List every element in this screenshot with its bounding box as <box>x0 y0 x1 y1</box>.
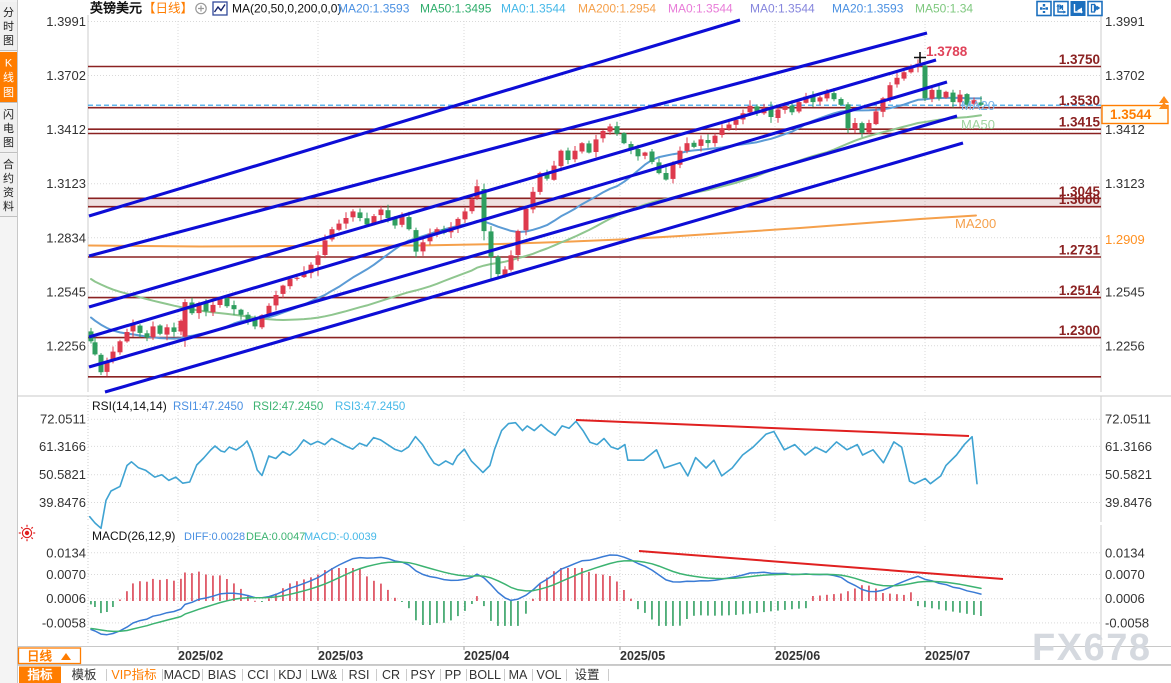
svg-text:1.3788: 1.3788 <box>926 44 968 59</box>
svg-text:MACD(26,12,9): MACD(26,12,9) <box>92 529 175 543</box>
svg-text:DIFF:0.0028: DIFF:0.0028 <box>184 531 245 543</box>
svg-text:MA50:1.34: MA50:1.34 <box>915 2 973 16</box>
svg-text:1.3415: 1.3415 <box>1059 115 1101 130</box>
svg-text:MA200:1.2954: MA200:1.2954 <box>578 2 656 16</box>
svg-text:闪: 闪 <box>3 107 14 121</box>
svg-text:1.3045: 1.3045 <box>1059 184 1101 199</box>
svg-text:【日线】: 【日线】 <box>143 2 193 16</box>
svg-text:分: 分 <box>3 6 14 19</box>
svg-text:MA50: MA50 <box>961 117 995 132</box>
svg-text:0.0006: 0.0006 <box>1105 591 1145 606</box>
svg-text:1.3750: 1.3750 <box>1059 52 1100 67</box>
svg-text:RSI3:47.2450: RSI3:47.2450 <box>335 401 405 413</box>
svg-text:约: 约 <box>3 172 14 185</box>
svg-text:RSI(14,14,14): RSI(14,14,14) <box>92 399 167 413</box>
svg-text:2025/06: 2025/06 <box>775 649 820 663</box>
svg-text:MACD: MACD <box>164 668 201 682</box>
svg-text:1.2834: 1.2834 <box>46 230 86 245</box>
svg-text:BIAS: BIAS <box>208 668 237 682</box>
svg-text:CCI: CCI <box>247 668 269 682</box>
svg-text:1.2909: 1.2909 <box>1105 232 1145 247</box>
svg-text:0.0134: 0.0134 <box>46 545 86 560</box>
svg-text:50.5821: 50.5821 <box>39 467 86 482</box>
svg-text:1.2545: 1.2545 <box>46 284 86 299</box>
svg-text:MA0:1.3544: MA0:1.3544 <box>668 2 733 16</box>
svg-text:2025/03: 2025/03 <box>318 649 363 663</box>
svg-text:电: 电 <box>3 122 14 135</box>
svg-text:MA50:1.3495: MA50:1.3495 <box>420 2 492 16</box>
svg-text:1.3991: 1.3991 <box>46 14 86 29</box>
svg-text:50.5821: 50.5821 <box>1105 467 1152 482</box>
svg-text:2025/02: 2025/02 <box>178 649 223 663</box>
svg-text:-0.0058: -0.0058 <box>42 615 86 630</box>
svg-text:1.3991: 1.3991 <box>1105 14 1145 29</box>
svg-text:料: 料 <box>3 199 14 213</box>
svg-text:图: 图 <box>3 136 14 149</box>
svg-text:1.2256: 1.2256 <box>1105 338 1145 353</box>
svg-text:61.3166: 61.3166 <box>39 439 86 454</box>
svg-text:MA20:1.3593: MA20:1.3593 <box>832 2 904 16</box>
svg-text:0.0006: 0.0006 <box>46 591 86 606</box>
svg-text:图: 图 <box>3 86 14 99</box>
svg-text:RSI: RSI <box>349 668 370 682</box>
svg-text:MA200: MA200 <box>955 216 996 231</box>
svg-text:1.2514: 1.2514 <box>1059 283 1101 298</box>
svg-text:0.0070: 0.0070 <box>1105 567 1145 582</box>
svg-text:时: 时 <box>3 20 14 33</box>
svg-text:KDJ: KDJ <box>278 668 302 682</box>
svg-text:1.3123: 1.3123 <box>46 176 86 191</box>
svg-text:0.0134: 0.0134 <box>1105 545 1145 560</box>
svg-text:1.2545: 1.2545 <box>1105 284 1145 299</box>
svg-text:英镑美元: 英镑美元 <box>89 1 142 16</box>
svg-text:1.2256: 1.2256 <box>46 338 86 353</box>
svg-text:1.3702: 1.3702 <box>1105 68 1145 83</box>
svg-text:VIP指标: VIP指标 <box>111 667 156 682</box>
svg-text:DEA:0.0047: DEA:0.0047 <box>246 531 305 543</box>
svg-text:FX678: FX678 <box>1032 627 1151 669</box>
svg-text:39.8476: 39.8476 <box>1105 495 1152 510</box>
svg-text:资: 资 <box>3 186 14 199</box>
svg-text:K: K <box>5 57 13 69</box>
svg-text:RSI2:47.2450: RSI2:47.2450 <box>253 401 323 413</box>
svg-text:72.0511: 72.0511 <box>40 412 86 427</box>
svg-text:RSI1:47.2450: RSI1:47.2450 <box>173 401 243 413</box>
svg-text:MA20:1.3593: MA20:1.3593 <box>338 2 410 16</box>
svg-text:合: 合 <box>3 157 14 171</box>
svg-text:PSY: PSY <box>410 668 436 682</box>
svg-text:PP: PP <box>445 668 462 682</box>
svg-text:2025/07: 2025/07 <box>925 649 970 663</box>
svg-text:设置: 设置 <box>574 667 599 682</box>
svg-text:1.3412: 1.3412 <box>1105 122 1145 137</box>
svg-text:MA(20,50,0,200,0,0): MA(20,50,0,200,0,0) <box>232 2 341 16</box>
svg-text:LW&: LW& <box>311 668 338 682</box>
svg-text:1.2731: 1.2731 <box>1059 243 1101 258</box>
svg-text:MACD:-0.0039: MACD:-0.0039 <box>304 531 377 543</box>
svg-text:-0.0058: -0.0058 <box>1105 615 1149 630</box>
svg-text:VOL: VOL <box>536 668 561 682</box>
svg-text:BOLL: BOLL <box>469 668 501 682</box>
svg-text:2025/04: 2025/04 <box>464 649 509 663</box>
svg-text:2025/05: 2025/05 <box>620 649 665 663</box>
svg-text:MA: MA <box>509 668 528 682</box>
svg-text:1.3702: 1.3702 <box>46 68 86 83</box>
svg-text:MA0:1.3544: MA0:1.3544 <box>501 2 566 16</box>
svg-text:指标: 指标 <box>27 667 53 682</box>
svg-text:模板: 模板 <box>71 668 97 682</box>
svg-text:1.3544: 1.3544 <box>1110 107 1152 122</box>
svg-text:1.3530: 1.3530 <box>1059 93 1100 108</box>
svg-text:1.2300: 1.2300 <box>1059 323 1100 338</box>
svg-text:日线: 日线 <box>27 649 53 664</box>
svg-text:1.3123: 1.3123 <box>1105 176 1145 191</box>
svg-text:图: 图 <box>3 34 14 47</box>
svg-text:1.3000: 1.3000 <box>1059 192 1100 207</box>
svg-text:MA20: MA20 <box>961 98 995 113</box>
svg-text:0.0070: 0.0070 <box>46 567 86 582</box>
svg-text:CR: CR <box>382 668 400 682</box>
svg-text:72.0511: 72.0511 <box>1105 412 1151 427</box>
svg-text:1.3412: 1.3412 <box>46 122 86 137</box>
svg-text:线: 线 <box>3 70 14 84</box>
svg-text:39.8476: 39.8476 <box>39 495 86 510</box>
svg-text:61.3166: 61.3166 <box>1105 439 1152 454</box>
svg-text:MA0:1.3544: MA0:1.3544 <box>750 2 815 16</box>
